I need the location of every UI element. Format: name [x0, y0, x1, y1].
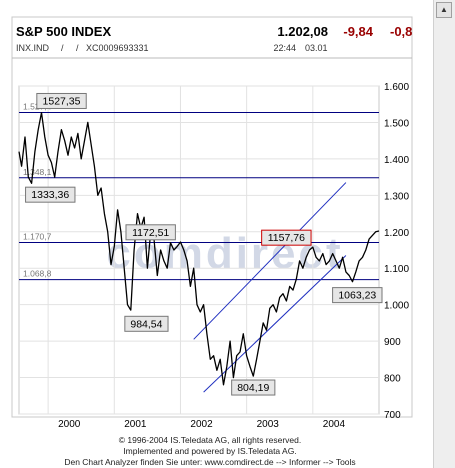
y-tick-label: 800: [384, 374, 401, 385]
powered-by: Implemented and powered by IS.Teledata A…: [123, 446, 296, 456]
chart-title: S&P 500 INDEX: [16, 24, 111, 39]
annotation-box: [125, 224, 176, 241]
level-line-label: 1.348,1: [23, 167, 52, 177]
y-tick-label: 900: [384, 337, 401, 348]
vertical-scrollbar[interactable]: ▲: [433, 0, 455, 468]
price-line: [18, 111, 380, 386]
annotation-box: [36, 92, 87, 109]
annotation-label: 1063,23: [338, 290, 376, 302]
price-change: -9,84: [343, 24, 373, 39]
x-tick-label: 2000: [58, 419, 81, 430]
quote-date: 03.01: [305, 43, 328, 53]
price-series: [18, 111, 380, 386]
y-axis-labels: 1.600 1.500 1.400 1.300 1.200 1.100 1.000 900 80…: [384, 82, 409, 421]
level-line-label: 1.170,7: [23, 231, 52, 241]
level-line-label: 1.068,8: [23, 269, 52, 279]
separator-2: /: [76, 43, 79, 53]
analyzer-link: Den Chart Analyzer finden Sie unter: www…: [64, 457, 355, 467]
annotation: 1063,23: [332, 287, 383, 304]
annotation-box: [231, 379, 276, 396]
trend-channel: [193, 182, 347, 393]
x-tick-label: 2004: [323, 419, 346, 430]
annotation-box: [332, 287, 383, 304]
x-tick-label: 2001: [124, 419, 147, 430]
y-tick-label: 700: [384, 410, 401, 421]
y-tick-label: 1.100: [384, 264, 409, 275]
x-tick-label: 2003: [257, 419, 280, 430]
plot-area: comdirect 1.6001.5001.4001.3001.2001.100…: [18, 82, 409, 430]
scroll-up-arrow-icon[interactable]: ▲: [436, 2, 452, 18]
trend-line: [203, 255, 347, 393]
annotation-box: [25, 186, 76, 203]
annotation-label: 1527,35: [43, 95, 81, 107]
price-change-percent: -0,8: [390, 24, 412, 39]
trend-line: [193, 182, 347, 340]
last-price: 1.202,08: [277, 24, 328, 39]
x-axis-labels: 2000 2001 2002 2003 2004: [58, 419, 345, 430]
quote-time: 22:44: [273, 43, 296, 53]
annotation: 804,19: [231, 379, 276, 396]
annotation: 1172,51: [125, 224, 176, 241]
y-tick-label: 1.600: [384, 82, 409, 93]
x-tick-label: 2002: [190, 419, 213, 430]
annotation: 1157,76: [261, 229, 312, 246]
separator-1: /: [61, 43, 64, 53]
y-tick-label: 1.200: [384, 228, 409, 239]
grid: [19, 85, 379, 415]
y-tick-label: 1.000: [384, 301, 409, 312]
annotation-label: 984,54: [130, 318, 162, 330]
annotation-label: 1172,51: [132, 227, 169, 239]
y-tick-label: 1.300: [384, 191, 409, 202]
annotations: 1527,35 1333,36 1172,51 984,54 1157,76 804,19…: [25, 92, 383, 396]
y-tick-label: 1.400: [384, 155, 409, 166]
annotation: 984,54: [124, 315, 169, 332]
annotation: 1527,35: [36, 92, 87, 109]
annotation-label: 1157,76: [268, 232, 305, 244]
copyright: © 1996-2004 IS.Teledata AG, all rights r…: [119, 435, 302, 445]
symbol: INX.IND: [16, 43, 50, 53]
annotation-box: [261, 229, 312, 246]
annotation-box: [124, 315, 169, 332]
y-tick-label: 1.500: [384, 118, 409, 129]
annotation-label: 804,19: [237, 382, 269, 394]
isin: XC0009693331: [86, 43, 149, 53]
annotation: 1333,36: [25, 186, 76, 203]
annotation-label: 1333,36: [31, 189, 69, 201]
